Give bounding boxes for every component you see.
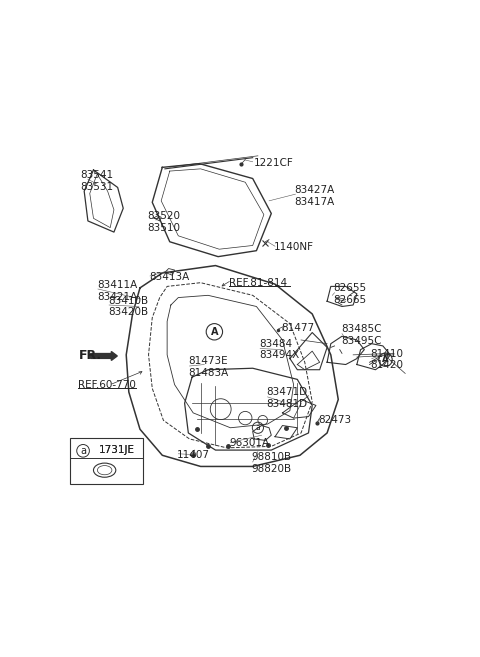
Text: 83427A
83417A: 83427A 83417A — [294, 185, 335, 207]
Text: 1731JE: 1731JE — [99, 445, 135, 455]
Text: 82655
82665: 82655 82665 — [334, 283, 367, 305]
Text: a: a — [80, 446, 86, 456]
Text: 83471D
83481D: 83471D 83481D — [266, 387, 308, 409]
FancyArrow shape — [91, 351, 117, 361]
Text: 83413A: 83413A — [149, 272, 190, 282]
Text: 83411A
83421A: 83411A 83421A — [97, 280, 137, 302]
Text: 1221CF: 1221CF — [253, 158, 293, 168]
Text: 81477: 81477 — [281, 323, 314, 333]
Text: A: A — [382, 355, 389, 364]
Text: FR.: FR. — [79, 350, 102, 363]
Text: 83410B
83420B: 83410B 83420B — [108, 296, 148, 317]
Text: REF.60-770: REF.60-770 — [78, 380, 136, 390]
Text: 83541
83531: 83541 83531 — [81, 170, 114, 192]
Text: 11407: 11407 — [177, 449, 210, 459]
Text: 83484
83494X: 83484 83494X — [259, 339, 299, 361]
Text: 83485C
83495C: 83485C 83495C — [341, 324, 381, 346]
Text: 98810B
98820B: 98810B 98820B — [252, 452, 292, 474]
Text: 1731JE: 1731JE — [99, 445, 135, 455]
Text: 81473E
81483A: 81473E 81483A — [188, 356, 228, 378]
FancyBboxPatch shape — [71, 438, 143, 484]
Text: A: A — [211, 327, 218, 337]
Text: 82473: 82473 — [319, 415, 352, 425]
Text: 96301A: 96301A — [229, 438, 269, 448]
Text: 83520
83510: 83520 83510 — [147, 212, 180, 233]
Text: 81410
81420: 81410 81420 — [371, 349, 404, 371]
Text: 1140NF: 1140NF — [274, 242, 314, 252]
Text: a: a — [255, 423, 260, 432]
Text: REF.81-814: REF.81-814 — [229, 278, 288, 288]
